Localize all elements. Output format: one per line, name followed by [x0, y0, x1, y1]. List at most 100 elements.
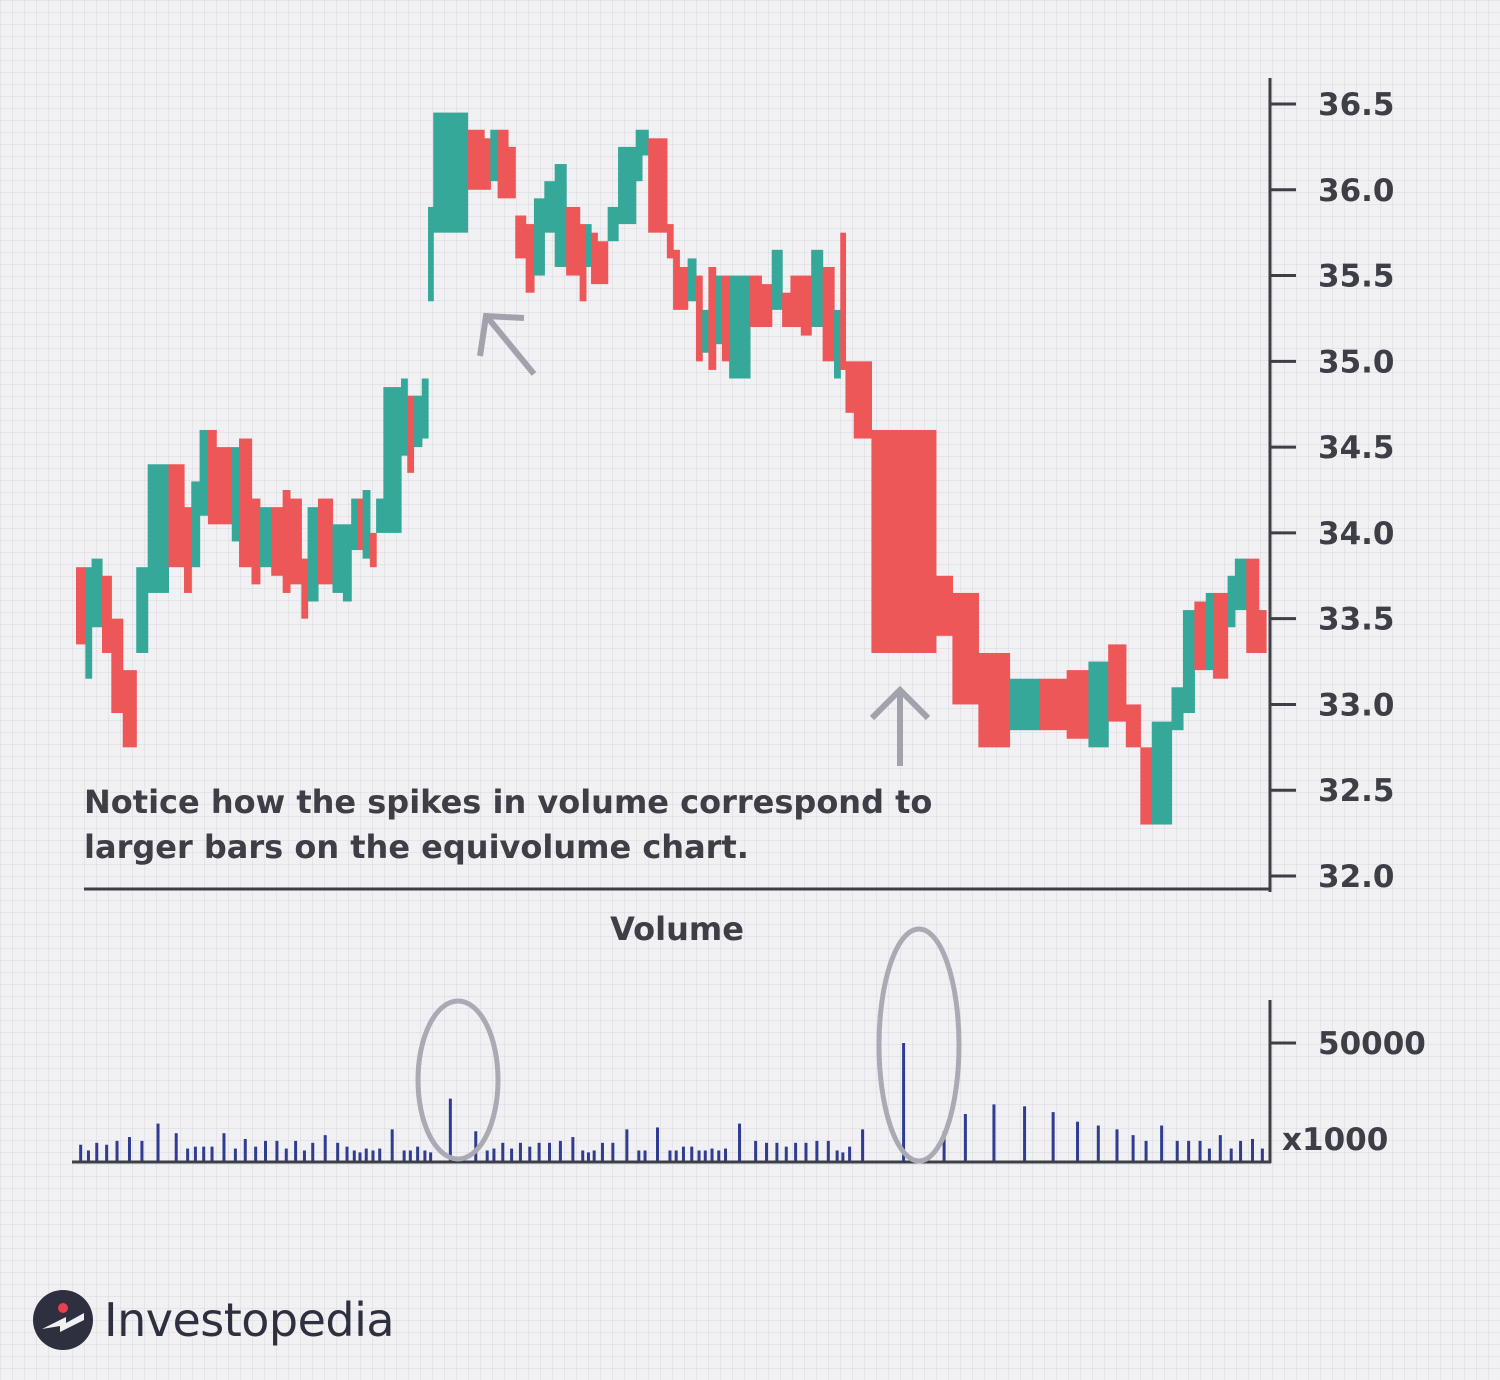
price-tick-label: 33.0: [1318, 687, 1395, 723]
volume-bar: [963, 1114, 967, 1162]
volume-bar: [625, 1129, 629, 1162]
price-bar: [332, 524, 344, 593]
volume-bar: [861, 1129, 865, 1162]
volume-bar: [352, 1150, 356, 1162]
price-bar: [679, 266, 689, 310]
price-bar: [413, 395, 423, 448]
price-bar: [369, 532, 377, 568]
price-bar: [289, 498, 302, 585]
investopedia-logo-icon: [33, 1290, 93, 1350]
volume-bar: [358, 1152, 362, 1162]
volume-bar: [637, 1150, 641, 1162]
volume-title: Volume: [610, 910, 744, 948]
price-bar: [383, 387, 402, 533]
volume-bar: [243, 1138, 247, 1162]
volume-bar: [186, 1148, 190, 1162]
price-bar: [1246, 558, 1260, 653]
price-bar: [1205, 592, 1214, 671]
price-bar: [822, 266, 835, 362]
volume-bar: [429, 1152, 433, 1162]
price-bar: [85, 567, 93, 679]
volume-bar: [581, 1150, 585, 1162]
price-bar: [607, 206, 619, 242]
price-bar: [1194, 601, 1207, 671]
price-bar: [597, 241, 609, 285]
up-left-arrow: [477, 312, 537, 376]
volume-bar: [775, 1142, 779, 1162]
price-bar: [871, 429, 937, 653]
price-bar: [207, 429, 217, 525]
price-bar: [168, 464, 185, 568]
volume-bar: [311, 1142, 315, 1162]
volume-bar: [518, 1142, 522, 1162]
price-bar: [1125, 704, 1141, 748]
price-bar: [579, 224, 587, 302]
price-bar: [554, 164, 567, 267]
price-bar: [76, 567, 86, 645]
price-bar: [635, 129, 643, 182]
volume-bar: [408, 1150, 412, 1162]
price-bar: [834, 309, 841, 379]
volume-bar: [1051, 1112, 1055, 1162]
volume-bar: [156, 1123, 160, 1162]
price-tick-label: 36.5: [1318, 87, 1395, 123]
price-bar: [935, 575, 953, 636]
price-tick-label: 34.0: [1318, 516, 1395, 552]
volume-bar: [548, 1142, 552, 1162]
price-bar: [853, 361, 873, 439]
volume-bar: [140, 1140, 144, 1162]
annotation-note: Notice how the spikes in volume correspo…: [84, 780, 944, 870]
volume-bar: [690, 1146, 694, 1162]
volume-bar: [1076, 1121, 1080, 1162]
price-bar: [811, 249, 824, 328]
volume-bar: [336, 1142, 340, 1162]
price-bar: [216, 447, 233, 525]
price-bar: [122, 670, 137, 748]
price-bar: [421, 378, 429, 439]
price-tick-label: 35.0: [1318, 344, 1395, 380]
volume-bar: [902, 1043, 906, 1162]
investopedia-logo: Investopedia: [32, 1288, 395, 1352]
price-bar: [1182, 610, 1195, 714]
volume-bar: [835, 1150, 839, 1162]
price-bar: [978, 652, 1011, 748]
volume-bar: [492, 1148, 496, 1162]
volume-bar: [448, 1098, 452, 1162]
price-bar: [1234, 558, 1247, 611]
price-bar: [231, 447, 240, 542]
volume-bar: [1144, 1140, 1148, 1162]
volume-bar: [1096, 1125, 1100, 1162]
volume-bar: [697, 1150, 701, 1162]
volume-bar: [254, 1146, 258, 1162]
volume-bar: [115, 1140, 119, 1162]
volume-bar: [738, 1123, 742, 1162]
price-bar: [840, 232, 847, 370]
volume-bar: [784, 1146, 788, 1162]
volume-bar: [1023, 1106, 1027, 1162]
price-tick-label: 33.5: [1318, 602, 1395, 638]
volume-bar: [193, 1146, 197, 1162]
price-bar: [136, 567, 149, 653]
volume-bar: [485, 1150, 489, 1162]
price-bar: [317, 498, 334, 585]
price-bar: [515, 215, 527, 259]
price-bar: [1227, 575, 1236, 628]
price-bar: [259, 507, 272, 568]
price-bar: [490, 129, 499, 182]
price-bar: [1066, 670, 1090, 739]
volume-bar: [1131, 1135, 1135, 1162]
volume-bar: [681, 1146, 685, 1162]
volume-bar: [765, 1142, 769, 1162]
price-bar: [271, 507, 284, 576]
price-bar: [721, 275, 730, 362]
volume-bar: [294, 1140, 298, 1162]
volume-bar: [710, 1148, 714, 1162]
volume-bar: [942, 1131, 946, 1162]
volume-bar: [586, 1152, 590, 1162]
price-bar: [307, 507, 319, 602]
price-bar: [695, 275, 703, 362]
volume-bar: [275, 1140, 279, 1162]
price-tick-label: 34.5: [1318, 430, 1395, 466]
volume-bar: [1175, 1140, 1179, 1162]
volume-bar: [174, 1133, 178, 1162]
